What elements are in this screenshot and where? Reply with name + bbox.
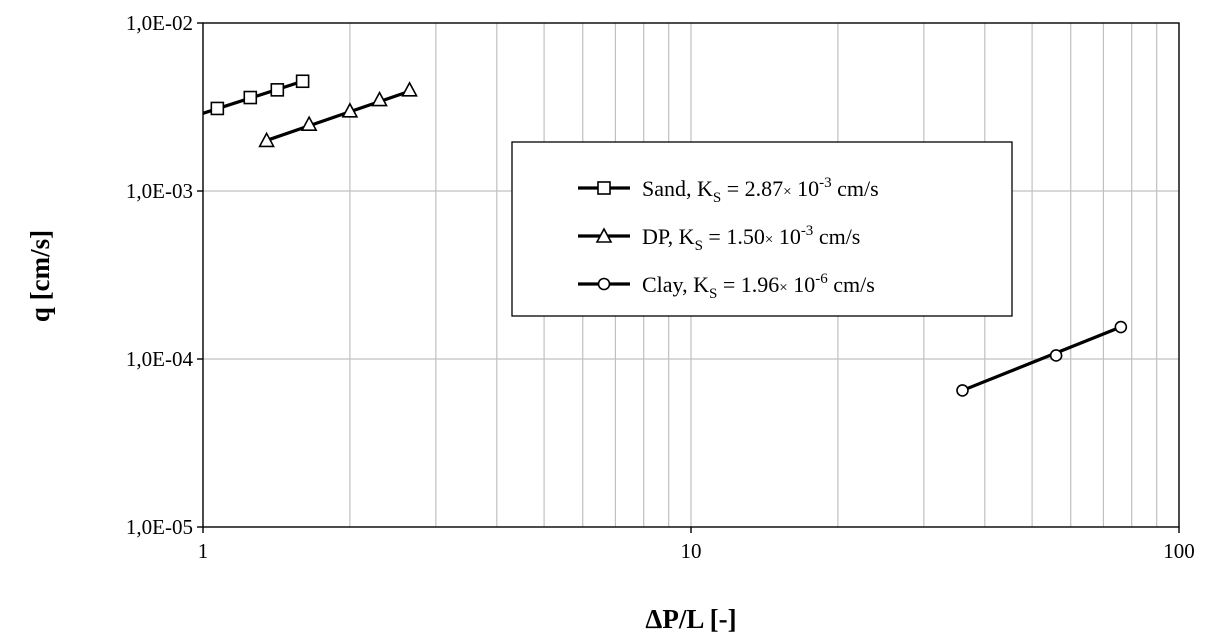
data-point	[270, 83, 285, 97]
y-tick-label: 1,0E-05	[126, 515, 193, 539]
legend-label-part: -6	[815, 271, 828, 287]
data-point	[210, 101, 225, 116]
legend-label-part: = 1.96	[717, 272, 779, 297]
data-point	[243, 90, 258, 105]
x-axis-title: ΔP/L [-]	[645, 604, 736, 634]
legend-entry: DP, KS = 1.50× 10-3 cm/s	[578, 223, 860, 254]
grid	[203, 23, 1179, 527]
legend-label: DP, KS = 1.50× 10-3 cm/s	[642, 223, 860, 254]
legend-box	[511, 141, 1013, 317]
legend-label-part: cm/s	[828, 272, 875, 297]
legend-label-part: S	[709, 286, 717, 302]
legend-swatch-marker	[597, 181, 611, 195]
y-axis-title: q [cm/s]	[25, 230, 55, 322]
legend-label-part: S	[713, 190, 721, 206]
legend-entry: Sand, KS = 2.87× 10-3 cm/s	[578, 175, 879, 206]
legend-label-part: 10	[773, 224, 801, 249]
legend-label-part: ×	[765, 232, 773, 248]
legend-swatch-marker	[597, 277, 611, 291]
legend-label: Clay, KS = 1.96× 10-6 cm/s	[642, 271, 875, 302]
series-line	[961, 325, 1122, 392]
legend-label-part: Clay, K	[642, 272, 709, 297]
legend-label-part: = 1.50	[703, 224, 765, 249]
legend-label-part: -3	[819, 175, 832, 191]
data-point	[1114, 320, 1128, 334]
legend-label-part: 10	[788, 272, 816, 297]
y-tick-label: 1,0E-03	[126, 179, 193, 203]
data-point	[295, 74, 310, 89]
legend-label-part: 10	[792, 176, 820, 201]
legend-label: Sand, KS = 2.87× 10-3 cm/s	[642, 175, 879, 206]
legend: Sand, KS = 2.87× 10-3 cm/sDP, KS = 1.50×…	[511, 141, 1013, 317]
y-tick-label: 1,0E-02	[126, 11, 193, 35]
data-point	[956, 384, 969, 397]
legend-label-part: cm/s	[832, 176, 879, 201]
data-point	[258, 131, 275, 148]
legend-label-part: ×	[779, 280, 787, 296]
legend-label-part: Sand, K	[642, 176, 713, 201]
data-point	[341, 102, 359, 118]
series-triangle	[258, 81, 418, 148]
series-square	[202, 74, 310, 116]
legend-label-part: = 2.87	[721, 176, 783, 201]
y-tick-label: 1,0E-04	[126, 347, 194, 371]
x-tick-label: 1	[198, 539, 209, 563]
x-tick-label: 10	[681, 539, 702, 563]
data-point	[401, 81, 418, 97]
ticks: 1 10 100 1,0E-05 1,0E-04 1,0E-03 1,0E-02	[126, 11, 1195, 563]
data-point	[300, 115, 318, 131]
series-layer	[202, 74, 1128, 397]
series-line	[266, 88, 415, 142]
legend-entry: Clay, KS = 1.96× 10-6 cm/s	[578, 271, 875, 302]
legend-swatch-marker	[595, 227, 613, 243]
legend-label-part: -3	[801, 223, 814, 239]
legend-label-part: DP, K	[642, 224, 695, 249]
data-point	[371, 90, 388, 107]
legend-label-part: cm/s	[813, 224, 860, 249]
legend-label-part: S	[695, 238, 703, 254]
legend-label-part: ×	[783, 184, 791, 200]
x-tick-label: 100	[1163, 539, 1195, 563]
data-point	[1049, 349, 1063, 362]
series-circle	[956, 320, 1128, 397]
